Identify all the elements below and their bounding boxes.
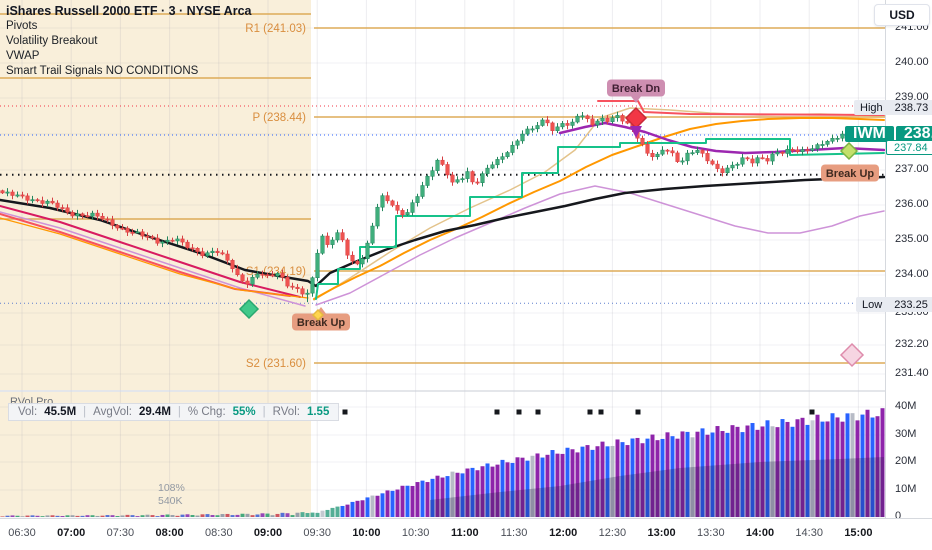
time-axis-label: 15:00 [844, 527, 873, 539]
time-axis-label: 07:30 [106, 527, 135, 539]
vwap-line [313, 117, 885, 300]
break-dn-tag: Break Dn [607, 79, 665, 103]
time-axis-label: 12:30 [598, 527, 627, 539]
trend-purple-right [558, 121, 885, 155]
high-badge-value: 238.73 [894, 101, 929, 114]
premarket-session-shade [0, 0, 311, 390]
time-axis-label: 13:00 [647, 527, 676, 539]
pivot-label: S2 (231.60) [246, 358, 306, 370]
time-axis-label: 08:30 [205, 527, 233, 539]
price-axis-label: 232.20 [895, 338, 929, 350]
volume-annotation: 108% [158, 482, 185, 494]
price-axis-label: 235.00 [895, 233, 929, 245]
session-high-badge: High 238.73 [854, 100, 932, 115]
volume-axis-label: 0 [895, 510, 902, 522]
purple-triangle [630, 126, 642, 138]
volume-bars [0, 408, 885, 517]
time-axis-label: 06:30 [8, 527, 36, 539]
volume-annotation: 540K [158, 495, 183, 507]
stat-label: Vol: [18, 406, 38, 418]
symbol-chip: IWM [845, 125, 894, 142]
volume-axis-label: 20M [895, 455, 917, 467]
pivot-label: P (238.44) [253, 112, 307, 124]
stats-separator: | [177, 406, 181, 418]
trail-lavender-right [315, 185, 885, 306]
trail-red-right [597, 100, 885, 116]
volume-axis-label: 40M [895, 400, 917, 412]
last-price-value: 238.00 [895, 125, 932, 142]
smart-trail-green [315, 138, 885, 300]
rvol-stats-bar: Vol: 45.5M | AvgVol: 29.4M | % Chg: 55% | RVol: 1.… [8, 403, 340, 421]
stats-separator: | [83, 406, 87, 418]
stat-value: 29.4M [138, 406, 171, 418]
time-axis-label: 07:00 [57, 527, 86, 539]
low-badge-value: 233.25 [894, 298, 928, 311]
price-axis-label: 237.00 [895, 163, 929, 175]
time-axis-label: 12:00 [549, 527, 578, 539]
session-low-badge: Low 233.25 [856, 297, 932, 312]
break-up-tag-2: Break Up [821, 164, 879, 182]
low-badge-label: Low [862, 298, 883, 311]
stat-value: 45.5M [44, 406, 77, 418]
vwap-left [0, 217, 309, 299]
break-up-diamond [839, 141, 859, 161]
volume-axis-label: 30M [895, 428, 917, 440]
candlesticks [0, 111, 860, 303]
yellow-diamond [311, 308, 325, 322]
pivot-levels: R1 (241.03)P (238.44)S1 (234.19)S2 (231.… [0, 13, 885, 370]
stat-value: 1.55 [306, 406, 330, 418]
svg-text:Break Up: Break Up [826, 168, 875, 180]
pink-diamond-outline [839, 342, 865, 368]
time-axis-label: 09:30 [303, 527, 331, 539]
time-axis-label: 13:30 [697, 527, 725, 539]
breakout-diamond-green [238, 298, 260, 320]
volume-axis-label: 10M [895, 483, 917, 495]
high-badge-label: High [860, 101, 883, 114]
stat-label: AvgVol: [93, 406, 132, 418]
svg-text:Break Up: Break Up [297, 317, 346, 329]
avg-volume-pace-overlay [430, 457, 884, 517]
price-axis-label: 231.40 [895, 367, 929, 379]
time-axis-label: 14:30 [795, 527, 823, 539]
time-axis[interactable]: 06:30 07:00 07:30 08:00 08:30 09:00 09:30 10:00… [0, 518, 932, 550]
trail-stop-badge: 237.84 [886, 140, 932, 155]
time-axis-label: 10:00 [352, 527, 381, 539]
trend-magenta-left [0, 205, 301, 298]
chart-plot-area[interactable]: R1 (241.03) P (238.44) S1 (234.19) S2 (231.… [0, 0, 885, 518]
price-axis-label: 234.00 [895, 268, 929, 280]
time-axis-label: 11:30 [500, 527, 528, 539]
price-axis[interactable]: 241.00 240.00 239.00 237.00 236.00 235.00 234.… [885, 0, 932, 522]
stat-label: RVol: [272, 406, 300, 418]
stats-separator: | [262, 406, 266, 418]
stat-label: % Chg: [187, 406, 226, 418]
price-axis-label: 236.00 [895, 198, 929, 210]
time-axis-label: 14:00 [745, 527, 775, 539]
stat-value: 55% [232, 406, 256, 418]
time-axis-label: 08:00 [155, 527, 184, 539]
time-axis-label: 10:30 [401, 527, 430, 539]
svg-text:Break Dn: Break Dn [612, 83, 661, 95]
time-axis-label: 11:00 [451, 527, 479, 539]
high-volume-marker-dots [342, 409, 815, 415]
pivot-label: R1 (241.03) [245, 23, 306, 35]
time-axis-label: 09:00 [253, 527, 283, 539]
currency-toggle-button[interactable]: USD [874, 4, 930, 26]
price-axis-label: 240.00 [895, 56, 929, 68]
